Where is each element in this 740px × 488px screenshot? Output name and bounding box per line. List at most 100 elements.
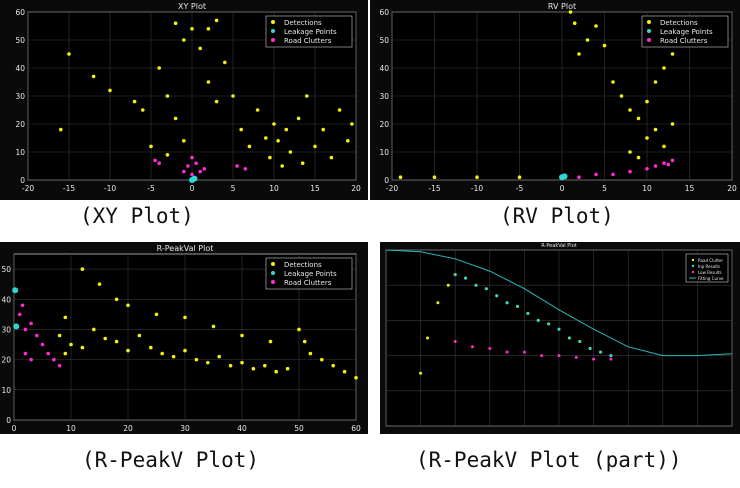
- data-point: [354, 375, 358, 380]
- data-point-leakage: [12, 287, 19, 294]
- data-point: [578, 340, 582, 344]
- data-point: [126, 348, 130, 353]
- r-peakval-plot-chart: 0 10 20 30 40 50 60 0 10 20 30 40 50 R-PeakVal Plot De…: [0, 242, 368, 434]
- data-point: [223, 60, 227, 65]
- y-tick-label: 60: [15, 8, 25, 17]
- data-point: [588, 347, 592, 351]
- legend-marker: [691, 270, 695, 274]
- data-point: [264, 136, 268, 140]
- data-point-leakage: [561, 173, 568, 180]
- y-tick-label: 30: [1, 325, 11, 334]
- data-point: [67, 52, 71, 56]
- data-point: [670, 52, 675, 56]
- data-point: [526, 311, 530, 315]
- data-point: [342, 369, 347, 374]
- x-tick-label: -10: [104, 184, 116, 193]
- x-tick-label: 0: [12, 424, 17, 433]
- data-point: [398, 175, 403, 179]
- data-point: [91, 74, 96, 79]
- data-point-leakage: [191, 175, 198, 182]
- data-point: [63, 351, 68, 356]
- data-point: [609, 357, 613, 361]
- data-point: [240, 360, 244, 365]
- x-tick-label: 60: [351, 424, 361, 433]
- data-point: [636, 116, 641, 121]
- r-peakval-part-panel: R-PeakVal Plot Road Clutter Inp Results Low…: [380, 242, 740, 434]
- y-tick-label: 30: [15, 92, 25, 101]
- data-point: [35, 333, 39, 338]
- legend-marker: [271, 29, 275, 33]
- data-point: [59, 127, 63, 132]
- data-point: [182, 38, 186, 42]
- chart-title: R-PeakVal Plot: [541, 243, 576, 249]
- data-point: [557, 327, 561, 331]
- x-tick-label: -20: [386, 184, 398, 193]
- legend-marker: [647, 29, 651, 33]
- data-point: [662, 161, 666, 165]
- data-point: [183, 315, 187, 320]
- data-point: [585, 38, 590, 42]
- y-tick-label: 30: [379, 92, 389, 101]
- x-tick-label: 5: [231, 184, 236, 193]
- data-point: [471, 345, 474, 349]
- data-point: [645, 99, 649, 104]
- data-point: [592, 357, 596, 361]
- x-tick-label: 5: [602, 184, 607, 193]
- data-point: [670, 122, 675, 126]
- data-point: [240, 333, 244, 338]
- legend-marker: [691, 264, 695, 268]
- data-point: [666, 162, 671, 167]
- data-point: [186, 164, 190, 168]
- legend-box: [641, 15, 729, 48]
- y-tick-label: 20: [15, 120, 25, 129]
- data-point: [80, 345, 85, 350]
- data-point: [190, 27, 194, 31]
- x-tick-label: 20: [123, 424, 133, 433]
- data-point: [235, 164, 239, 168]
- data-point: [572, 21, 577, 26]
- legend-marker: [271, 262, 275, 266]
- xy-plot-panel: -20 -15 -10 -5 0 5 10 15 20 0 10 20 30 40 50 60 XY Plot D…: [0, 0, 368, 200]
- x-tick-label: -15: [63, 184, 75, 193]
- data-point-leakage: [13, 323, 20, 330]
- data-point: [194, 357, 199, 362]
- data-point: [453, 273, 457, 277]
- y-tick-label: 10: [379, 148, 389, 157]
- data-point: [92, 327, 96, 332]
- data-point: [214, 99, 219, 104]
- data-point: [17, 312, 22, 317]
- data-point: [251, 366, 256, 371]
- data-point: [114, 339, 119, 344]
- x-tick-label: 10: [66, 424, 76, 433]
- x-tick-label: -10: [471, 184, 483, 193]
- data-point: [619, 94, 624, 98]
- data-point: [320, 357, 324, 362]
- data-point: [206, 27, 211, 31]
- data-point: [276, 139, 280, 143]
- data-point: [29, 321, 33, 326]
- x-tick-label: -20: [22, 184, 34, 193]
- y-tick-label: 50: [1, 265, 11, 274]
- data-point: [419, 371, 423, 375]
- data-point: [436, 301, 440, 305]
- data-point: [160, 351, 164, 356]
- data-point: [211, 324, 216, 329]
- data-point: [29, 357, 33, 362]
- x-tick-label: 0: [190, 184, 195, 193]
- data-point: [23, 327, 28, 332]
- data-point: [611, 80, 615, 84]
- data-point: [350, 122, 354, 126]
- data-point: [515, 304, 519, 308]
- data-point: [557, 354, 561, 358]
- legend-label: Leakage Points: [660, 28, 713, 36]
- data-point: [313, 144, 317, 149]
- data-point: [274, 369, 279, 374]
- data-point: [547, 322, 551, 326]
- data-point: [296, 116, 301, 121]
- x-tick-label: 40: [237, 424, 247, 433]
- data-point: [284, 127, 289, 132]
- legend-box: [685, 253, 729, 283]
- data-point: [272, 122, 276, 126]
- data-point: [540, 354, 544, 358]
- data-point: [653, 164, 658, 168]
